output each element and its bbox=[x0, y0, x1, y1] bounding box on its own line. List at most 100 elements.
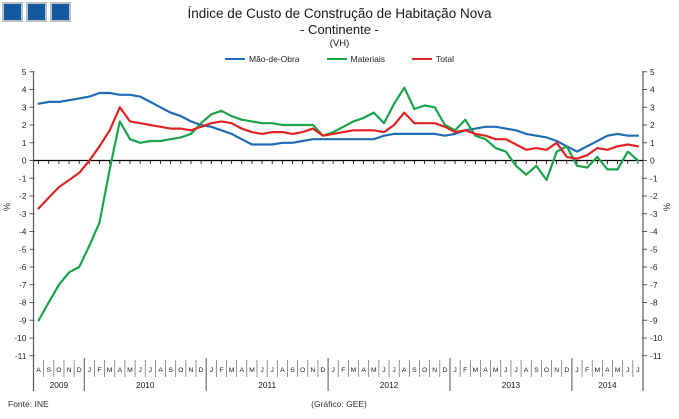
y-tick-label-right: -4 bbox=[650, 227, 658, 237]
y-tick-label-right: -2 bbox=[650, 191, 658, 201]
month-label: F bbox=[97, 367, 101, 374]
page-title: Índice de Custo de Construção de Habitaç… bbox=[187, 6, 492, 21]
legend-entry-materiais: Materiais bbox=[326, 54, 386, 64]
month-label: S bbox=[412, 367, 417, 374]
month-label: F bbox=[463, 367, 467, 374]
month-label: F bbox=[341, 367, 345, 374]
year-label: 2009 bbox=[50, 380, 69, 390]
legend-label: Total bbox=[436, 54, 454, 64]
month-label: M bbox=[594, 367, 600, 374]
month-label: J bbox=[514, 367, 517, 374]
source-note: Fonte: INE bbox=[8, 399, 49, 409]
month-label: D bbox=[199, 367, 204, 374]
series-line-total bbox=[37, 106, 640, 210]
month-label: A bbox=[36, 367, 41, 374]
month-label: O bbox=[300, 367, 305, 374]
title-block: Índice de Custo de Construção de Habitaç… bbox=[0, 5, 679, 50]
y-tick-label-right: 5 bbox=[650, 67, 655, 77]
y-tick-label-left: 2 bbox=[22, 120, 27, 130]
y-tick-label-left: -1 bbox=[19, 173, 27, 183]
month-label: M bbox=[229, 367, 235, 374]
y-tick-label-right: -3 bbox=[650, 209, 658, 219]
y-tick-label-right: -9 bbox=[650, 315, 658, 325]
legend-entry-mao-de-obra: Mão-de-Obra bbox=[224, 54, 300, 64]
month-label: J bbox=[382, 367, 385, 374]
y-tick-label-right: -6 bbox=[650, 262, 658, 272]
month-label: J bbox=[260, 367, 263, 374]
month-label: A bbox=[605, 367, 610, 374]
y-tick-label-right: -1 bbox=[650, 173, 658, 183]
y-tick-label-left: -6 bbox=[19, 262, 27, 272]
chart-legend: Mão-de-Obra Materiais Total bbox=[0, 54, 679, 64]
y-tick-label-left: 3 bbox=[22, 102, 27, 112]
month-label: D bbox=[564, 367, 569, 374]
month-label: A bbox=[280, 367, 285, 374]
y-tick-label-right: 0 bbox=[650, 156, 655, 166]
y-tick-label-left: -3 bbox=[19, 209, 27, 219]
month-label: N bbox=[554, 367, 559, 374]
month-label: N bbox=[432, 367, 437, 374]
series-line-materiais bbox=[37, 86, 640, 322]
y-axis-unit-left: % bbox=[2, 203, 12, 211]
y-tick-label-right: 4 bbox=[650, 85, 655, 95]
month-label: J bbox=[392, 367, 395, 374]
y-tick-label-left: 1 bbox=[22, 138, 27, 148]
legend-label: Materiais bbox=[350, 54, 386, 64]
unit-caption: (VH) bbox=[329, 38, 350, 49]
month-label: M bbox=[249, 367, 255, 374]
month-label: J bbox=[331, 367, 334, 374]
y-axis-unit-right: % bbox=[662, 203, 672, 211]
month-label: O bbox=[56, 367, 61, 374]
month-ticks bbox=[38, 160, 639, 164]
month-label: S bbox=[46, 367, 51, 374]
year-label: 2014 bbox=[598, 380, 617, 390]
page-subtitle: - Continente - bbox=[300, 22, 379, 37]
month-label: O bbox=[178, 367, 183, 374]
month-label: O bbox=[544, 367, 549, 374]
month-label: A bbox=[118, 367, 123, 374]
series-line-m-o-de-obra bbox=[37, 91, 640, 153]
y-tick-label-left: -2 bbox=[19, 191, 27, 201]
year-label: 2011 bbox=[258, 380, 276, 390]
month-label: J bbox=[575, 367, 578, 374]
month-label: A bbox=[361, 367, 366, 374]
year-label: 2013 bbox=[502, 380, 521, 390]
logo-square bbox=[50, 2, 71, 22]
month-label: S bbox=[534, 367, 539, 374]
month-label: A bbox=[158, 367, 163, 374]
y-tick-label-left: -10 bbox=[14, 333, 27, 343]
y-tick-label-right: -10 bbox=[650, 333, 663, 343]
y-tick-label-right: 2 bbox=[650, 120, 655, 130]
month-label: N bbox=[188, 367, 193, 374]
month-label: M bbox=[127, 367, 133, 374]
y-tick-label-left: 4 bbox=[22, 85, 27, 95]
y-axis-ticks: 5 5 4 4 3 3 2 2 1 1 0 0 -1 -1 -2 -2 -3 -3 -4 -4 -5 -5 -6 -6 -7 -7… bbox=[14, 67, 662, 361]
month-label: N bbox=[67, 367, 72, 374]
month-label: D bbox=[442, 367, 447, 374]
y-tick-label-right: -8 bbox=[650, 298, 658, 308]
month-label: M bbox=[107, 367, 113, 374]
y-tick-label-left: -11 bbox=[15, 351, 27, 361]
legend-line-swatch bbox=[326, 57, 347, 61]
month-label: J bbox=[88, 367, 91, 374]
month-label: J bbox=[271, 367, 274, 374]
y-tick-label-right: -11 bbox=[650, 351, 662, 361]
y-tick-label-left: -4 bbox=[19, 227, 27, 237]
month-label: M bbox=[615, 367, 621, 374]
y-tick-label-left: -5 bbox=[19, 244, 27, 254]
logo-square bbox=[2, 2, 23, 22]
legend-line-swatch bbox=[224, 57, 245, 61]
y-tick-label-right: -7 bbox=[650, 280, 658, 290]
month-label: A bbox=[483, 367, 488, 374]
month-label: N bbox=[310, 367, 315, 374]
year-label: 2012 bbox=[380, 380, 399, 390]
legend-line-swatch bbox=[412, 57, 433, 61]
month-label: A bbox=[239, 367, 244, 374]
y-tick-label-left: -9 bbox=[19, 315, 27, 325]
year-label: 2010 bbox=[136, 380, 155, 390]
month-label: J bbox=[636, 367, 639, 374]
month-label: A bbox=[524, 367, 529, 374]
